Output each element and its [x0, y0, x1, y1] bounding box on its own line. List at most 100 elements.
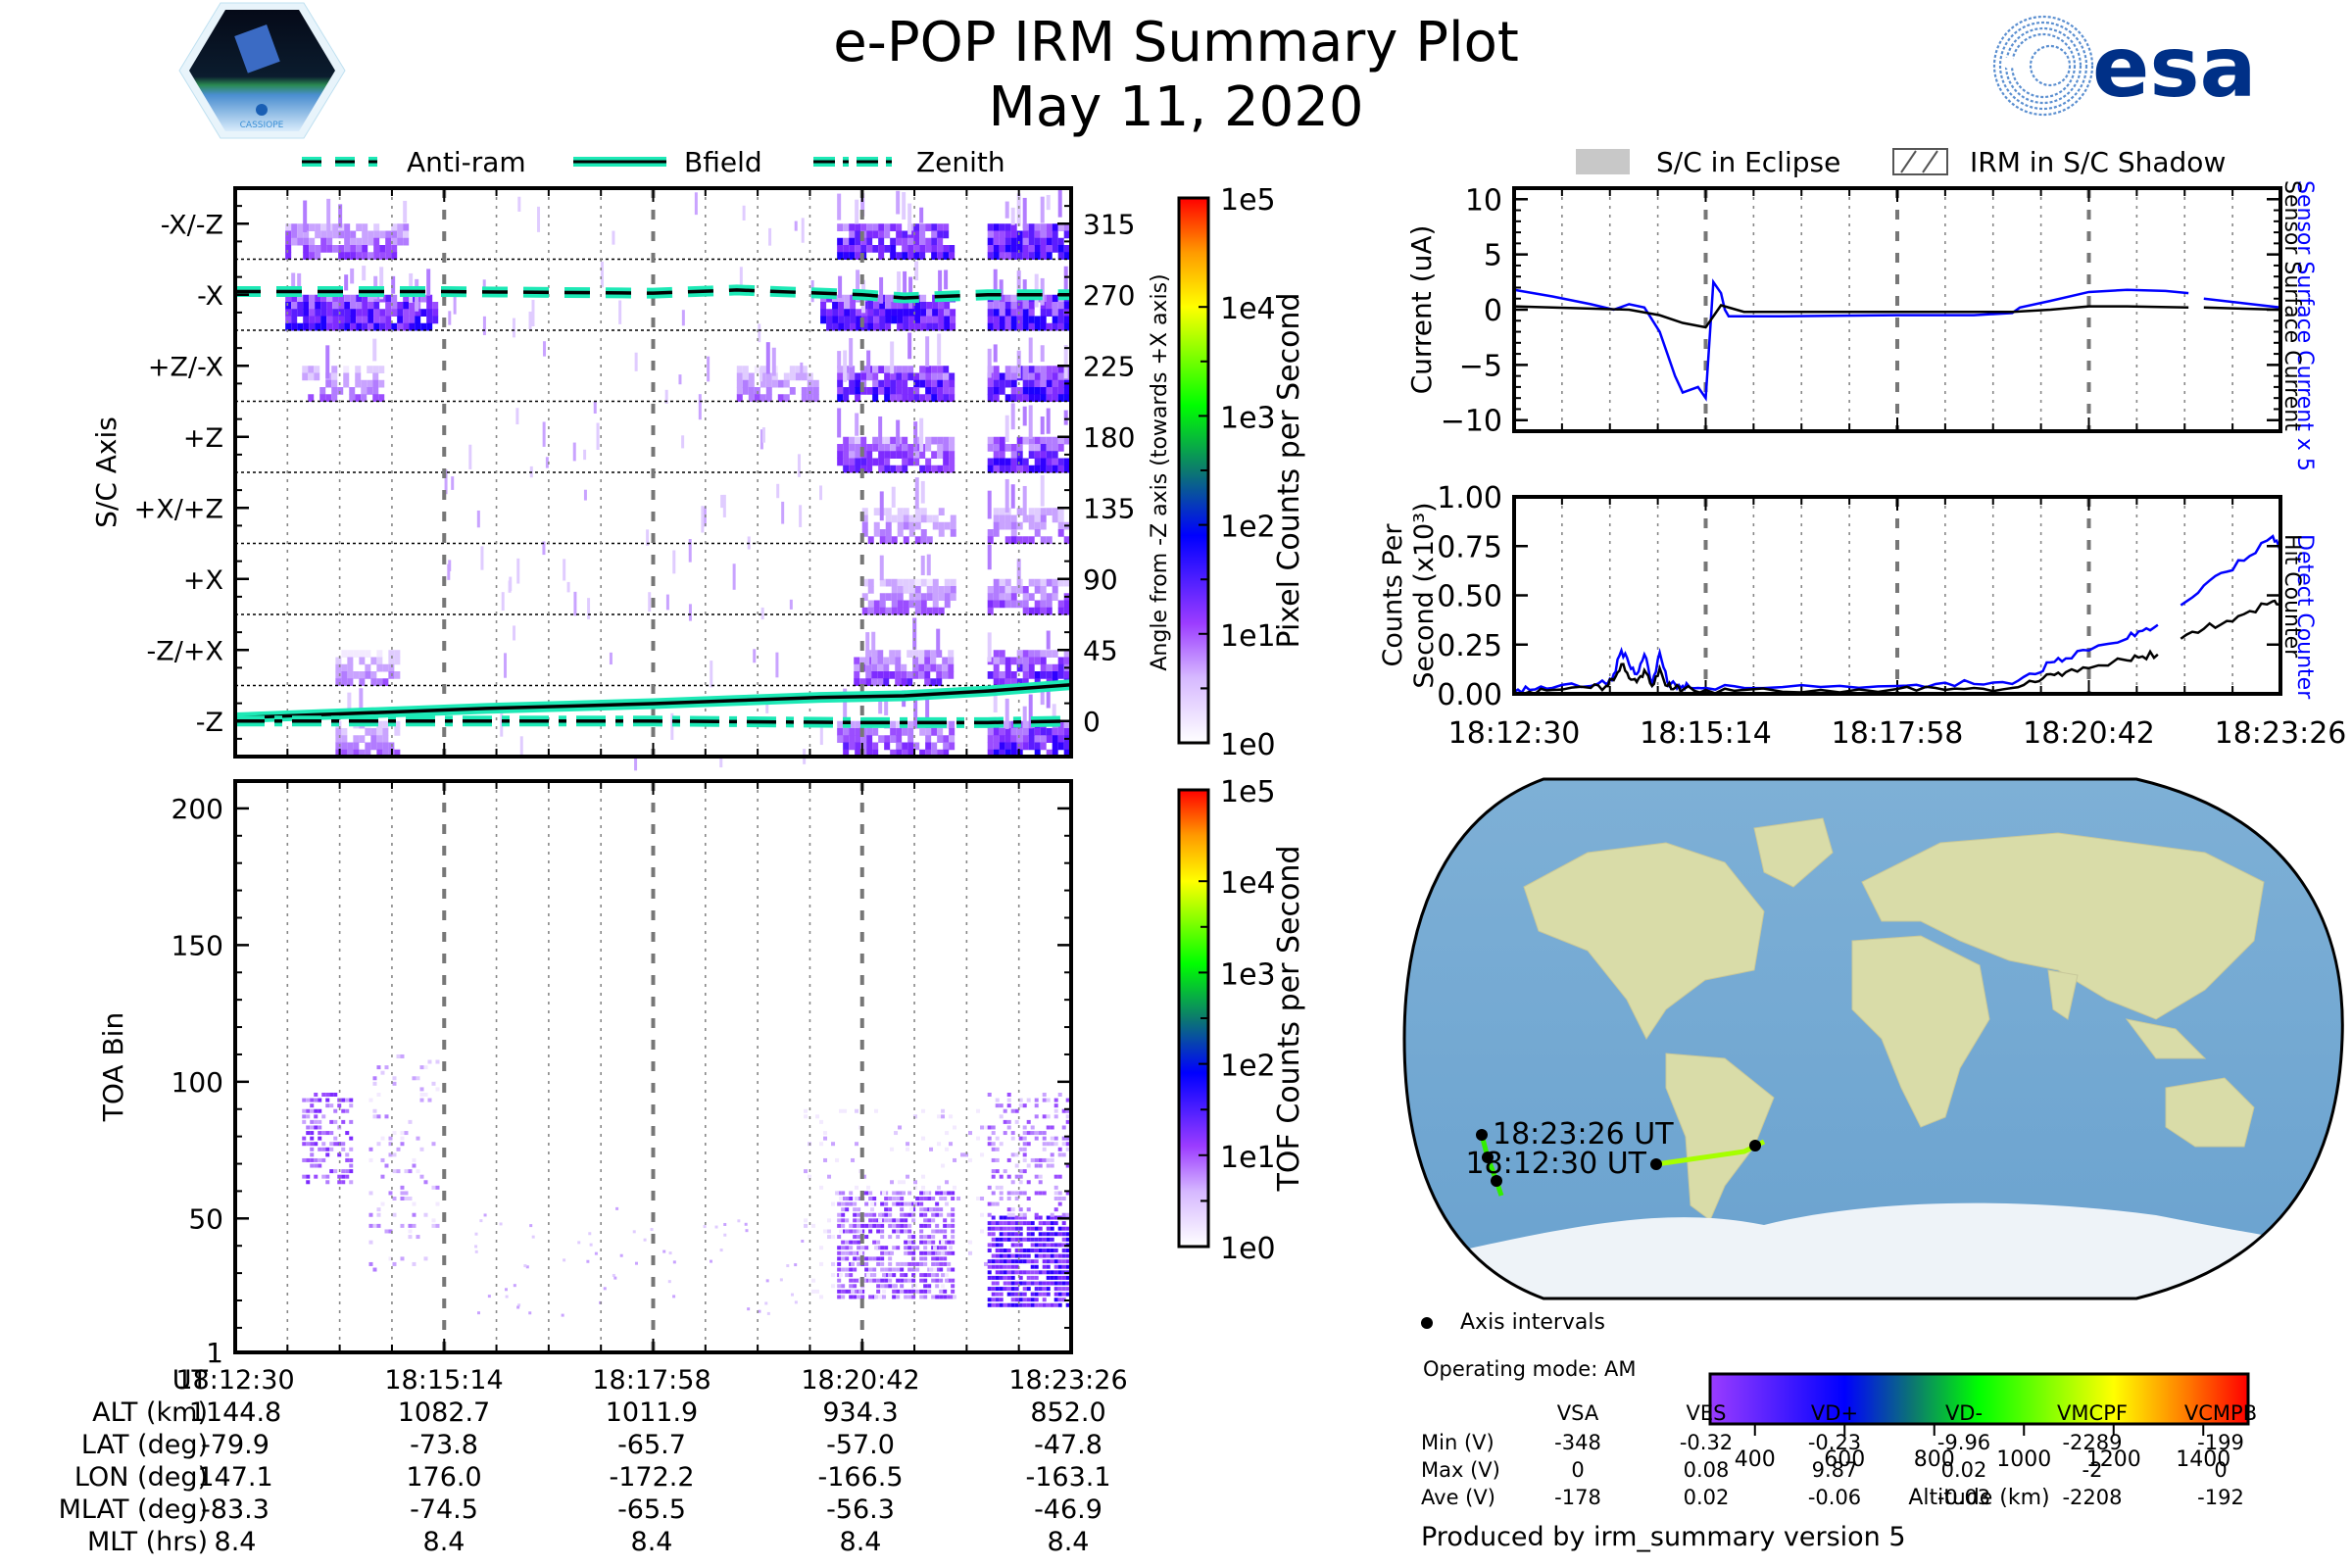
- heatmap-cell: [297, 272, 302, 296]
- heatmap-cell: [385, 245, 392, 253]
- heatmap-cell: [884, 1246, 889, 1250]
- heatmap-cell: [341, 678, 348, 686]
- heatmap-cell: [949, 245, 956, 253]
- heatmap-cell: [851, 1289, 856, 1294]
- zenith-line: [235, 719, 1072, 725]
- heatmap-cell: [1063, 600, 1070, 609]
- heatmap-cell: [1046, 749, 1053, 758]
- heatmap-cell: [896, 735, 903, 743]
- angle-tick-label: 225: [1083, 350, 1135, 382]
- heatmap-cell: [1046, 194, 1051, 211]
- heatmap-cell: [291, 223, 298, 231]
- orbit-row-label: LON (deg): [74, 1462, 208, 1493]
- heatmap-cell: [993, 444, 1000, 452]
- heatmap-cell: [925, 436, 932, 445]
- heatmap-cell: [911, 1256, 916, 1261]
- heatmap-cell: [285, 252, 292, 260]
- heatmap-cell: [885, 607, 892, 615]
- heatmap-cell: [951, 1191, 956, 1196]
- heatmap-cell: [1034, 1302, 1039, 1307]
- orbit-value: 934.3: [822, 1397, 899, 1428]
- heatmap-cell: [315, 302, 321, 310]
- voltage-value: 0.08: [1683, 1458, 1730, 1482]
- heatmap-cell: [884, 444, 891, 452]
- heatmap-cell: [890, 749, 897, 758]
- heatmap-cell: [344, 237, 351, 246]
- heatmap-cell: [867, 302, 874, 310]
- heatmap-cell: [1050, 1142, 1054, 1147]
- heatmap-cell: [995, 1249, 1000, 1252]
- current-legend: S/C in Eclipse IRM in S/C Shadow: [1576, 146, 2226, 178]
- heatmap-cell: [373, 322, 380, 331]
- heatmap-cell: [600, 261, 604, 288]
- heatmap-cell: [911, 1235, 916, 1240]
- heatmap-cell: [866, 458, 873, 466]
- heatmap-cell: [914, 322, 921, 331]
- heatmap-cell: [841, 1240, 846, 1245]
- heatmap-cell: [820, 309, 827, 317]
- heatmap-cell: [1034, 366, 1041, 373]
- heatmap-cell: [373, 223, 380, 231]
- heatmap-cell: [867, 309, 874, 317]
- heatmap-cell: [1034, 1259, 1039, 1264]
- heatmap-cell: [1057, 508, 1064, 515]
- heatmap-cell: [1040, 600, 1047, 609]
- heatmap-cell: [1034, 1237, 1039, 1242]
- heatmap-cell: [892, 1197, 897, 1200]
- heatmap-cell: [837, 1289, 842, 1294]
- heatmap-cell: [890, 341, 895, 374]
- heatmap-cell: [949, 742, 956, 751]
- colorbar-tick-label: 1e4: [1220, 866, 1276, 901]
- heatmap-cell: [335, 678, 342, 686]
- heatmap-cell: [285, 245, 292, 253]
- heatmap-cell: [1004, 444, 1011, 452]
- heatmap-cell: [849, 366, 856, 373]
- heatmap-cell: [634, 755, 638, 771]
- heatmap-cell: [1063, 536, 1070, 544]
- heatmap-cell: [1010, 379, 1017, 388]
- heatmap-cell: [888, 1218, 893, 1223]
- heatmap-cell: [378, 394, 385, 402]
- heatmap-cell: [748, 387, 755, 395]
- heatmap-cell: [849, 465, 856, 473]
- africa: [1851, 935, 1990, 1128]
- heatmap-cell: [1057, 529, 1064, 537]
- heatmap-cell: [944, 322, 951, 331]
- heatmap-cell: [890, 465, 897, 473]
- heatmap-cell: [303, 309, 310, 317]
- heatmap-cell: [373, 316, 380, 324]
- heatmap-cell: [1052, 728, 1058, 736]
- heatmap-cell: [1022, 514, 1029, 523]
- heatmap-cell: [1040, 322, 1047, 331]
- heatmap-cell: [919, 1235, 924, 1240]
- heatmap-cell: [906, 1174, 910, 1179]
- heatmap-cell: [378, 379, 385, 388]
- heatmap-cell: [1004, 223, 1011, 231]
- heatmap-cell: [1016, 322, 1023, 331]
- heatmap-cell: [325, 1147, 330, 1152]
- angle-tick-label: 0: [1083, 706, 1101, 738]
- heatmap-cell: [379, 309, 386, 317]
- heatmap-cell: [1028, 245, 1035, 253]
- heatmap-cell: [1050, 1270, 1054, 1275]
- heatmap-cell: [980, 1197, 985, 1200]
- heatmap-cell: [1016, 678, 1023, 686]
- sc-axis-tick-label: -X: [197, 281, 223, 312]
- heatmap-cell: [993, 735, 1000, 743]
- heatmap-cell: [1028, 387, 1035, 395]
- heatmap-cell: [871, 657, 878, 665]
- heatmap-cell: [1061, 1125, 1066, 1130]
- heatmap-cell: [880, 1246, 885, 1250]
- heatmap-cell: [1022, 245, 1029, 253]
- heatmap-cell: [795, 366, 802, 373]
- heatmap-cell: [841, 1267, 846, 1272]
- heatmap-cell: [980, 1212, 985, 1217]
- heatmap-cell: [950, 316, 956, 324]
- heatmap-cell: [995, 1157, 1000, 1162]
- heatmap-cell: [1046, 687, 1051, 709]
- bfield-line: [234, 682, 1072, 720]
- heatmap-cell: [403, 230, 410, 239]
- heatmap-cell: [742, 379, 749, 388]
- heatmap-cell: [943, 1197, 948, 1200]
- heatmap-cell: [987, 1136, 992, 1141]
